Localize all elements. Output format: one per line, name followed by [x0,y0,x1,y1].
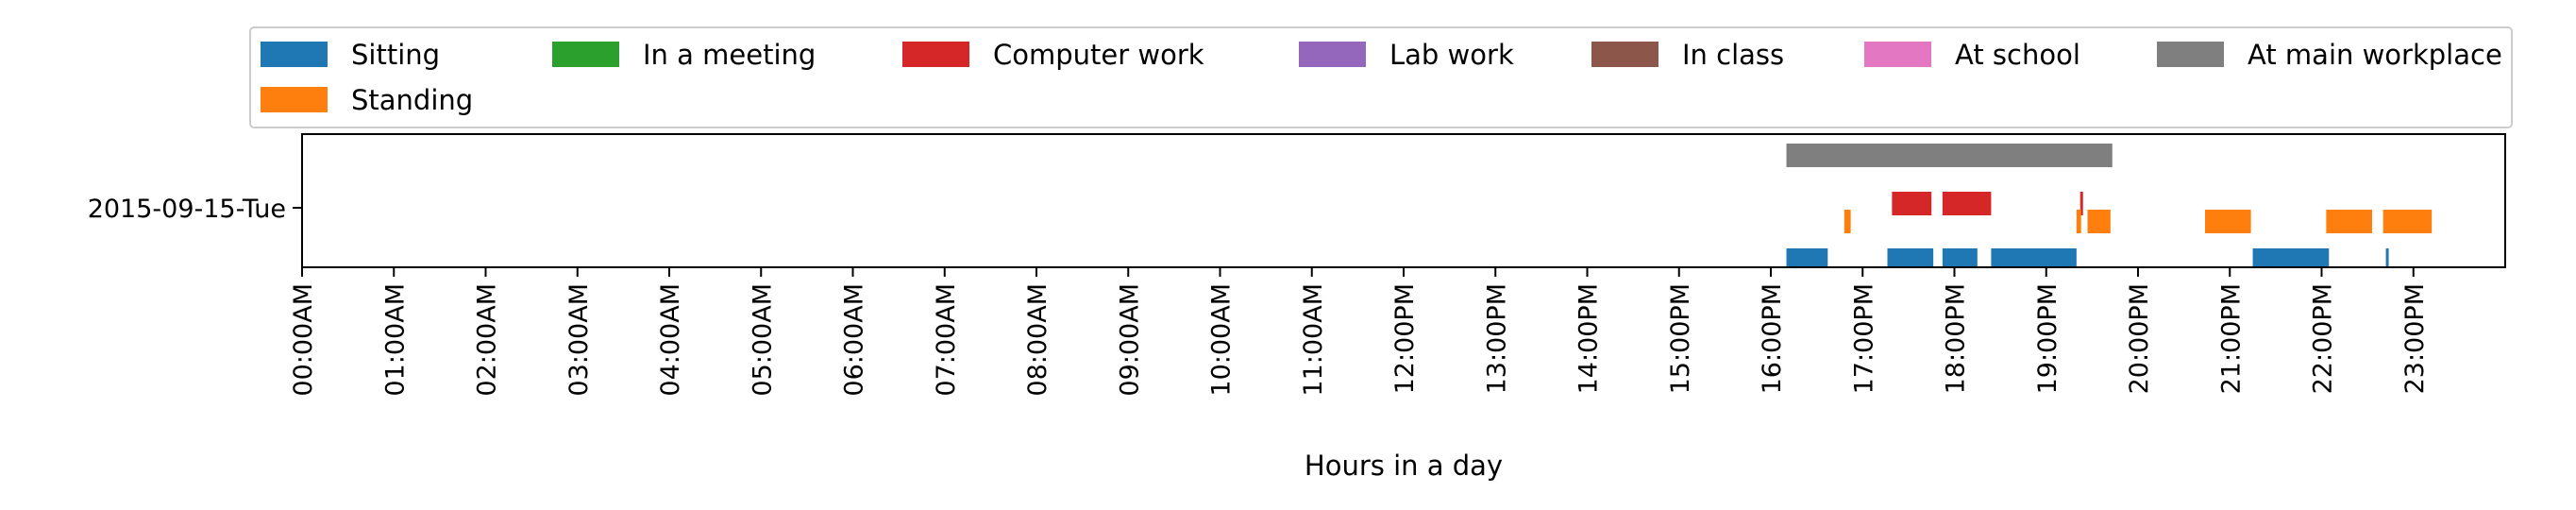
x-tick-label: 22:00PM [2309,283,2338,394]
bar-computer-work-0 [1892,192,1932,215]
bar-sitting-1 [1887,248,1934,267]
bar-sitting-5 [2385,248,2389,267]
y-axis-ticks: 2015-09-15-Tue [88,195,302,224]
activity-bars [1786,144,2433,267]
legend-swatch [1864,42,1931,67]
bar-standing-1 [2076,210,2081,233]
bar-at-main-workplace-0 [1786,144,2113,167]
x-tick-label: 00:00AM [289,283,318,397]
legend-swatch [1299,42,1366,67]
x-tick-label: 16:00PM [1758,283,1787,394]
x-tick-label: 10:00AM [1207,283,1237,397]
legend-label: At school [1955,39,2080,71]
legend-swatch [1591,42,1658,67]
bar-standing-3 [2204,210,2251,233]
x-axis-label: Hours in a day [1305,450,1503,482]
legend-item-in-class: In class [1591,39,1784,71]
x-tick-label: 19:00PM [2033,283,2062,394]
x-tick-label: 08:00AM [1023,283,1052,397]
legend-label: Lab work [1389,39,1514,71]
legend-label: In a meeting [643,39,816,71]
x-tick-label: 17:00PM [1849,283,1878,394]
bar-sitting-0 [1786,248,1828,267]
x-tick-label: 13:00PM [1482,283,1511,394]
legend-label: Standing [351,84,473,116]
bar-standing-2 [2087,210,2111,233]
x-tick-label: 02:00AM [473,283,502,397]
legend-swatch [261,42,328,67]
x-tick-label: 12:00PM [1390,283,1420,394]
legend-item-in-a-meeting: In a meeting [552,39,816,71]
x-tick-label: 03:00AM [564,283,594,397]
x-tick-label: 11:00AM [1299,283,1328,397]
legend-item-sitting: Sitting [261,39,440,71]
x-tick-label: 23:00PM [2400,283,2430,394]
x-tick-label: 14:00PM [1574,283,1604,394]
legend-label: Sitting [351,39,440,71]
y-tick-label: 2015-09-15-Tue [88,195,286,224]
x-tick-label: 05:00AM [748,283,777,397]
bar-sitting-4 [2252,248,2330,267]
x-tick-label: 07:00AM [932,283,961,397]
legend-frame [249,26,2513,128]
x-tick-label: 04:00AM [656,283,685,397]
axes-frame [301,133,2506,268]
legend-item-computer-work: Computer work [902,39,1204,71]
legend-item-at-school: At school [1864,39,2080,71]
legend-item-lab-work: Lab work [1299,39,1514,71]
legend-swatch [261,87,328,112]
legend-label: In class [1682,39,1784,71]
bar-sitting-3 [1991,248,2077,267]
legend-item-standing: Standing [261,84,473,116]
bar-computer-work-2 [2079,192,2083,215]
legend-item-at-main-workplace: At main workplace [2157,39,2502,71]
x-tick-label: 18:00PM [1942,283,1971,394]
bar-standing-0 [1844,210,1851,233]
legend-swatch [552,42,619,67]
x-axis-ticks: 00:00AM 01:00AM 02:00AM 03:00AM 04:00AM 05:00… [289,267,2430,397]
legend-label: Computer work [993,39,1204,71]
x-tick-label: 01:00AM [380,283,410,397]
bar-sitting-2 [1942,248,1978,267]
legend-label: At main workplace [2248,39,2502,71]
bar-standing-4 [2326,210,2372,233]
legend-swatch [2157,42,2224,67]
x-tick-label: 06:00AM [840,283,869,397]
legend: Sitting In a meeting Computer work Lab work… [249,26,2513,128]
legend-swatch [902,42,969,67]
x-tick-label: 15:00PM [1666,283,1695,394]
bar-computer-work-1 [1942,192,1992,215]
x-tick-label: 09:00AM [1115,283,1144,397]
bar-standing-5 [2382,210,2433,233]
x-tick-label: 20:00PM [2125,283,2154,394]
x-tick-label: 21:00PM [2216,283,2246,394]
